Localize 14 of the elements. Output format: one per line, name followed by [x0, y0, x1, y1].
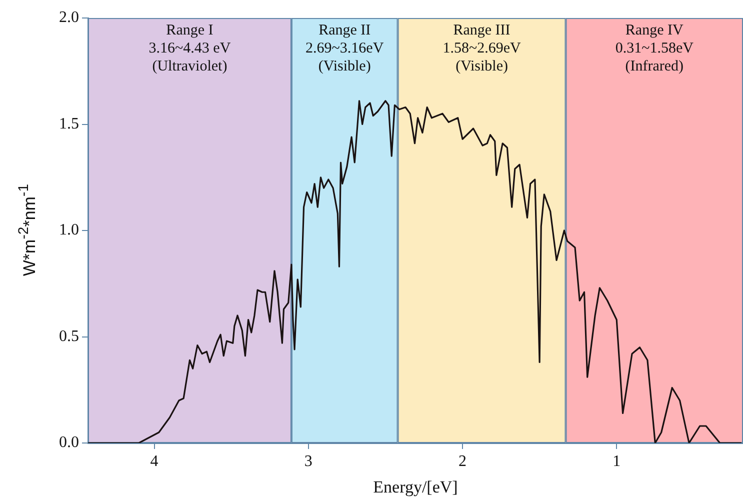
band-label: Range I 3.16~4.43 eV (Ultraviolet): [148, 22, 231, 74]
y-tick-label: 1.5: [59, 115, 79, 132]
x-tick-label: 4: [150, 452, 158, 470]
y-tick-label: 0.0: [59, 434, 79, 452]
band-label: Range II 2.69~3.16eV (Visible): [306, 22, 384, 74]
band-label: Range IV 0.31~1.58eV (Infrared): [615, 22, 694, 74]
y-tick-label: 1.0: [59, 222, 79, 239]
x-tick-label: 1: [612, 452, 621, 470]
x-tick-label: 3: [304, 452, 312, 470]
y-tick-label: 2.0: [59, 9, 79, 26]
x-tick-label: 2: [458, 452, 467, 470]
x-axis-title: Energy/[eV]: [373, 477, 458, 496]
y-tick-label: 0.5: [59, 328, 79, 345]
band-label: Range III 1.58~2.69eV (Visible): [442, 22, 521, 74]
